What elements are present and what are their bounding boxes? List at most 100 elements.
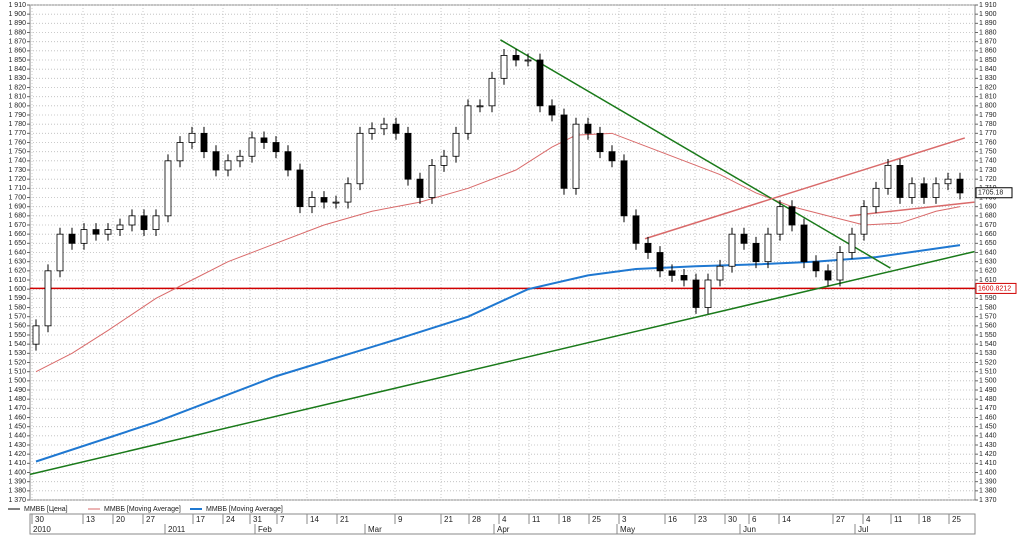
y-tick-label: 1 850 <box>979 57 997 64</box>
y-tick-label: 1 550 <box>8 332 26 339</box>
y-tick-label: 1 680 <box>8 213 26 220</box>
candle-body <box>164 160 172 217</box>
candle-body <box>176 142 184 162</box>
x-tick-label: 18 <box>922 515 931 524</box>
y-tick-label: 1 910 <box>8 2 26 9</box>
y-tick-label: 1 540 <box>979 341 997 348</box>
y-tick-label: 1 630 <box>8 259 26 266</box>
y-tick-label: 1 860 <box>979 48 997 55</box>
y-tick-label: 1 490 <box>8 387 26 394</box>
candle-body <box>812 261 820 272</box>
y-tick-label: 1 650 <box>979 240 997 247</box>
y-tick-label: 1 400 <box>979 469 997 476</box>
candle-body <box>692 279 700 308</box>
y-tick-label: 1 570 <box>8 314 26 321</box>
candle-body <box>524 59 532 62</box>
candle-body <box>68 233 76 244</box>
candle-body <box>332 201 340 204</box>
candle-body <box>932 183 940 198</box>
candle-body <box>572 123 580 189</box>
x-tick-label: 23 <box>698 515 707 524</box>
candle-body <box>512 55 520 61</box>
candle-body <box>860 206 868 235</box>
y-tick-label: 1 640 <box>979 249 997 256</box>
y-tick-label: 1 470 <box>8 405 26 412</box>
candle-body <box>128 215 136 226</box>
y-tick-label: 1 420 <box>8 451 26 458</box>
x-sublabel: Feb <box>258 525 272 534</box>
candle-body <box>788 206 796 226</box>
candle-body <box>764 233 772 263</box>
y-tick-label: 1 590 <box>979 295 997 302</box>
candle-body <box>464 105 472 134</box>
candle-body <box>752 242 760 263</box>
y-tick-label: 1 800 <box>979 103 997 110</box>
y-tick-label: 1 490 <box>979 387 997 394</box>
legend-label: ММВБ [Moving Average] <box>104 506 181 513</box>
y-tick-label: 1 670 <box>8 222 26 229</box>
x-tick-label: 27 <box>146 515 155 524</box>
y-tick-label: 1 770 <box>8 130 26 137</box>
candle-body <box>944 178 952 185</box>
y-tick-label: 1 500 <box>979 378 997 385</box>
y-tick-label: 1 810 <box>8 94 26 101</box>
x-tick-label: 21 <box>340 515 349 524</box>
x-tick-label: 25 <box>952 515 961 524</box>
candle-body <box>884 165 892 189</box>
candle-body <box>896 165 904 198</box>
y-tick-label: 1 560 <box>8 323 26 330</box>
legend-label: ММВБ [Цена] <box>24 506 68 513</box>
y-tick-label: 1 430 <box>979 442 997 449</box>
y-tick-label: 1 850 <box>8 57 26 64</box>
candle-body <box>224 160 232 171</box>
candle-body <box>44 270 52 327</box>
x-tick-label: 11 <box>532 515 541 524</box>
x-tick-label: 3 <box>622 515 627 524</box>
y-tick-label: 1 420 <box>979 451 997 458</box>
candle-body <box>836 252 844 281</box>
candle-body <box>272 142 280 153</box>
y-tick-label: 1 660 <box>979 231 997 238</box>
y-tick-label: 1 710 <box>8 185 26 192</box>
y-tick-label: 1 580 <box>979 304 997 311</box>
y-tick-label: 1 730 <box>8 167 26 174</box>
x-tick-label: 14 <box>782 515 791 524</box>
y-tick-label: 1 620 <box>8 268 26 275</box>
candle-body <box>956 178 964 194</box>
y-tick-label: 1 740 <box>979 158 997 165</box>
x-sublabel: May <box>620 525 635 534</box>
candle-body <box>200 132 208 153</box>
x-tick-label: 9 <box>398 515 403 524</box>
candle-body <box>152 215 160 230</box>
y-tick-label: 1 870 <box>979 39 997 46</box>
y-tick-label: 1 830 <box>8 75 26 82</box>
x-tick-label: 31 <box>253 515 262 524</box>
y-tick-label: 1 390 <box>979 479 997 486</box>
y-tick-label: 1 600 <box>8 286 26 293</box>
x-tick-label: 30 <box>35 515 44 524</box>
y-tick-label: 1 880 <box>8 29 26 36</box>
candle-body <box>140 215 148 230</box>
trendline <box>849 201 975 217</box>
candle-body <box>644 242 652 253</box>
y-tick-label: 1 820 <box>8 84 26 91</box>
last-price-label: 1705.18 <box>978 190 1003 197</box>
y-tick-label: 1 410 <box>979 460 997 467</box>
x-sublabel: 2010 <box>33 525 51 534</box>
y-tick-label: 1 580 <box>8 304 26 311</box>
y-tick-label: 1 530 <box>979 350 997 357</box>
y-tick-label: 1 860 <box>8 48 26 55</box>
y-tick-label: 1 890 <box>979 20 997 27</box>
y-tick-label: 1 680 <box>979 213 997 220</box>
y-tick-label: 1 460 <box>979 414 997 421</box>
candle-body <box>908 183 916 198</box>
y-tick-label: 1 640 <box>8 249 26 256</box>
y-tick-label: 1 660 <box>8 231 26 238</box>
candle-body <box>920 183 928 198</box>
candle-body <box>824 270 832 281</box>
candle-body <box>668 270 676 276</box>
y-tick-label: 1 900 <box>8 11 26 18</box>
y-tick-label: 1 370 <box>8 497 26 504</box>
